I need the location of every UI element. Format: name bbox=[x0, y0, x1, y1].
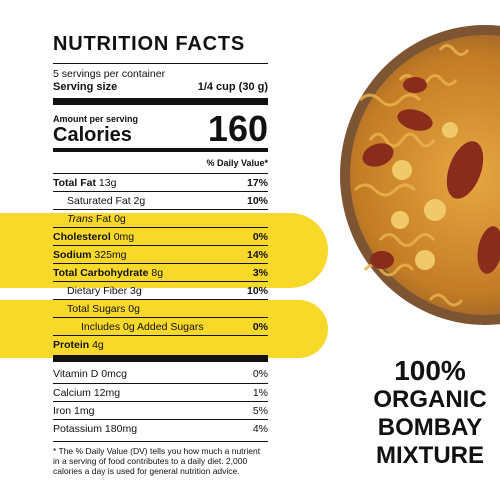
cholesterol-amount: 0mg bbox=[113, 230, 135, 243]
calories-label: Calories bbox=[53, 124, 132, 146]
added-sugars-row: Includes 0g Added Sugars 0% bbox=[53, 317, 268, 335]
headline-line-3: BOMBAY bbox=[377, 414, 483, 441]
headline-line-1: 100% bbox=[394, 355, 466, 386]
snack-bowl-image bbox=[340, 25, 500, 325]
total-sugars-amount: 0g bbox=[128, 302, 140, 315]
dietary-fiber-name: Dietary Fiber bbox=[67, 284, 128, 297]
cholesterol-pct: 0% bbox=[252, 230, 268, 243]
amount-per-serving: Amount per serving bbox=[53, 114, 139, 124]
servings-per-container: 5 servings per container bbox=[53, 68, 166, 80]
cholesterol-name: Cholesterol bbox=[53, 230, 111, 243]
highlight-band-lower bbox=[0, 300, 328, 358]
saturated-fat-pct: 10% bbox=[246, 194, 268, 207]
total-fat-name: Total Fat bbox=[53, 176, 96, 189]
protein-amount: 4g bbox=[92, 338, 104, 351]
trans-fat-amount: Fat 0g bbox=[95, 212, 126, 225]
calories-block: Amount per serving Calories 160 bbox=[53, 108, 268, 149]
calcium-name: Calcium 12mg bbox=[53, 386, 121, 399]
trans-fat-row: Trans Fat 0g bbox=[53, 209, 268, 227]
total-fat-amount: 13g bbox=[98, 176, 117, 189]
sodium-amount: 325mg bbox=[94, 248, 127, 261]
saturated-fat-amount: 2g bbox=[133, 194, 146, 207]
sodium-name: Sodium bbox=[53, 248, 92, 261]
vitamin-d-pct: 0% bbox=[252, 368, 268, 380]
dietary-fiber-row: Dietary Fiber 3g 10% bbox=[53, 281, 268, 299]
highlight-band-upper bbox=[0, 213, 328, 288]
panel-title: NUTRITION FACTS bbox=[53, 33, 245, 55]
vitamin-row: Iron 1mg 5% bbox=[53, 401, 268, 419]
medium-divider bbox=[53, 148, 268, 152]
dietary-fiber-pct: 10% bbox=[246, 284, 268, 297]
vitamin-row: Calcium 12mg 1% bbox=[53, 383, 268, 401]
vitamin-d-name: Vitamin D 0mcg bbox=[53, 368, 127, 380]
potassium-pct: 4% bbox=[252, 422, 268, 435]
footnote: * The % Daily Value (DV) tells you how m… bbox=[53, 441, 268, 476]
iron-name: Iron 1mg bbox=[53, 404, 95, 417]
total-carb-name: Total Carbohydrate bbox=[53, 266, 149, 279]
headline-line-4: MIXTURE bbox=[376, 442, 484, 469]
serving-size-row: Serving size 1/4 cup (30 g) bbox=[53, 80, 268, 96]
daily-value-header: % Daily Value* bbox=[206, 158, 268, 168]
serving-size-value: 1/4 cup (30 g) bbox=[197, 81, 268, 93]
sodium-pct: 14% bbox=[246, 248, 268, 261]
iron-pct: 5% bbox=[252, 404, 268, 417]
total-sugars-row: Total Sugars 0g bbox=[53, 299, 268, 317]
potassium-name: Potassium 180mg bbox=[53, 422, 138, 435]
serving-size-label: Serving size bbox=[53, 81, 118, 93]
product-headline: 100% ORGANIC BOMBAY MIXTURE bbox=[360, 356, 500, 470]
vitamin-row: Potassium 180mg 4% bbox=[53, 419, 268, 437]
total-carb-row: Total Carbohydrate 8g 3% bbox=[53, 263, 268, 281]
calories-value: 160 bbox=[207, 108, 268, 149]
sodium-row: Sodium 325mg 14% bbox=[53, 245, 268, 263]
thick-divider-2 bbox=[53, 355, 268, 362]
dietary-fiber-amount: 3g bbox=[130, 284, 142, 297]
protein-name: Protein bbox=[53, 338, 90, 351]
total-fat-pct: 17% bbox=[246, 176, 268, 189]
total-fat-row: Total Fat 13g 17% bbox=[53, 173, 268, 191]
added-sugars-name: Includes 0g Added Sugars bbox=[81, 320, 204, 333]
saturated-fat-name: Saturated Fat bbox=[67, 194, 131, 207]
total-sugars-name: Total Sugars bbox=[67, 302, 126, 315]
cholesterol-row: Cholesterol 0mg 0% bbox=[53, 227, 268, 245]
vitamin-row: Vitamin D 0mcg 0% bbox=[53, 365, 268, 383]
trans-fat-name: Trans bbox=[67, 212, 94, 225]
total-carb-pct: 3% bbox=[252, 266, 268, 279]
divider bbox=[53, 63, 268, 64]
calcium-pct: 1% bbox=[252, 386, 268, 399]
saturated-fat-row: Saturated Fat 2g 10% bbox=[53, 191, 268, 209]
nutrition-facts-panel: NUTRITION FACTS 5 servings per container… bbox=[53, 30, 268, 476]
headline-line-2: ORGANIC bbox=[373, 386, 487, 413]
total-carb-amount: 8g bbox=[151, 266, 164, 279]
thick-divider bbox=[53, 98, 268, 105]
added-sugars-pct: 0% bbox=[252, 320, 268, 333]
protein-row: Protein 4g bbox=[53, 335, 268, 353]
